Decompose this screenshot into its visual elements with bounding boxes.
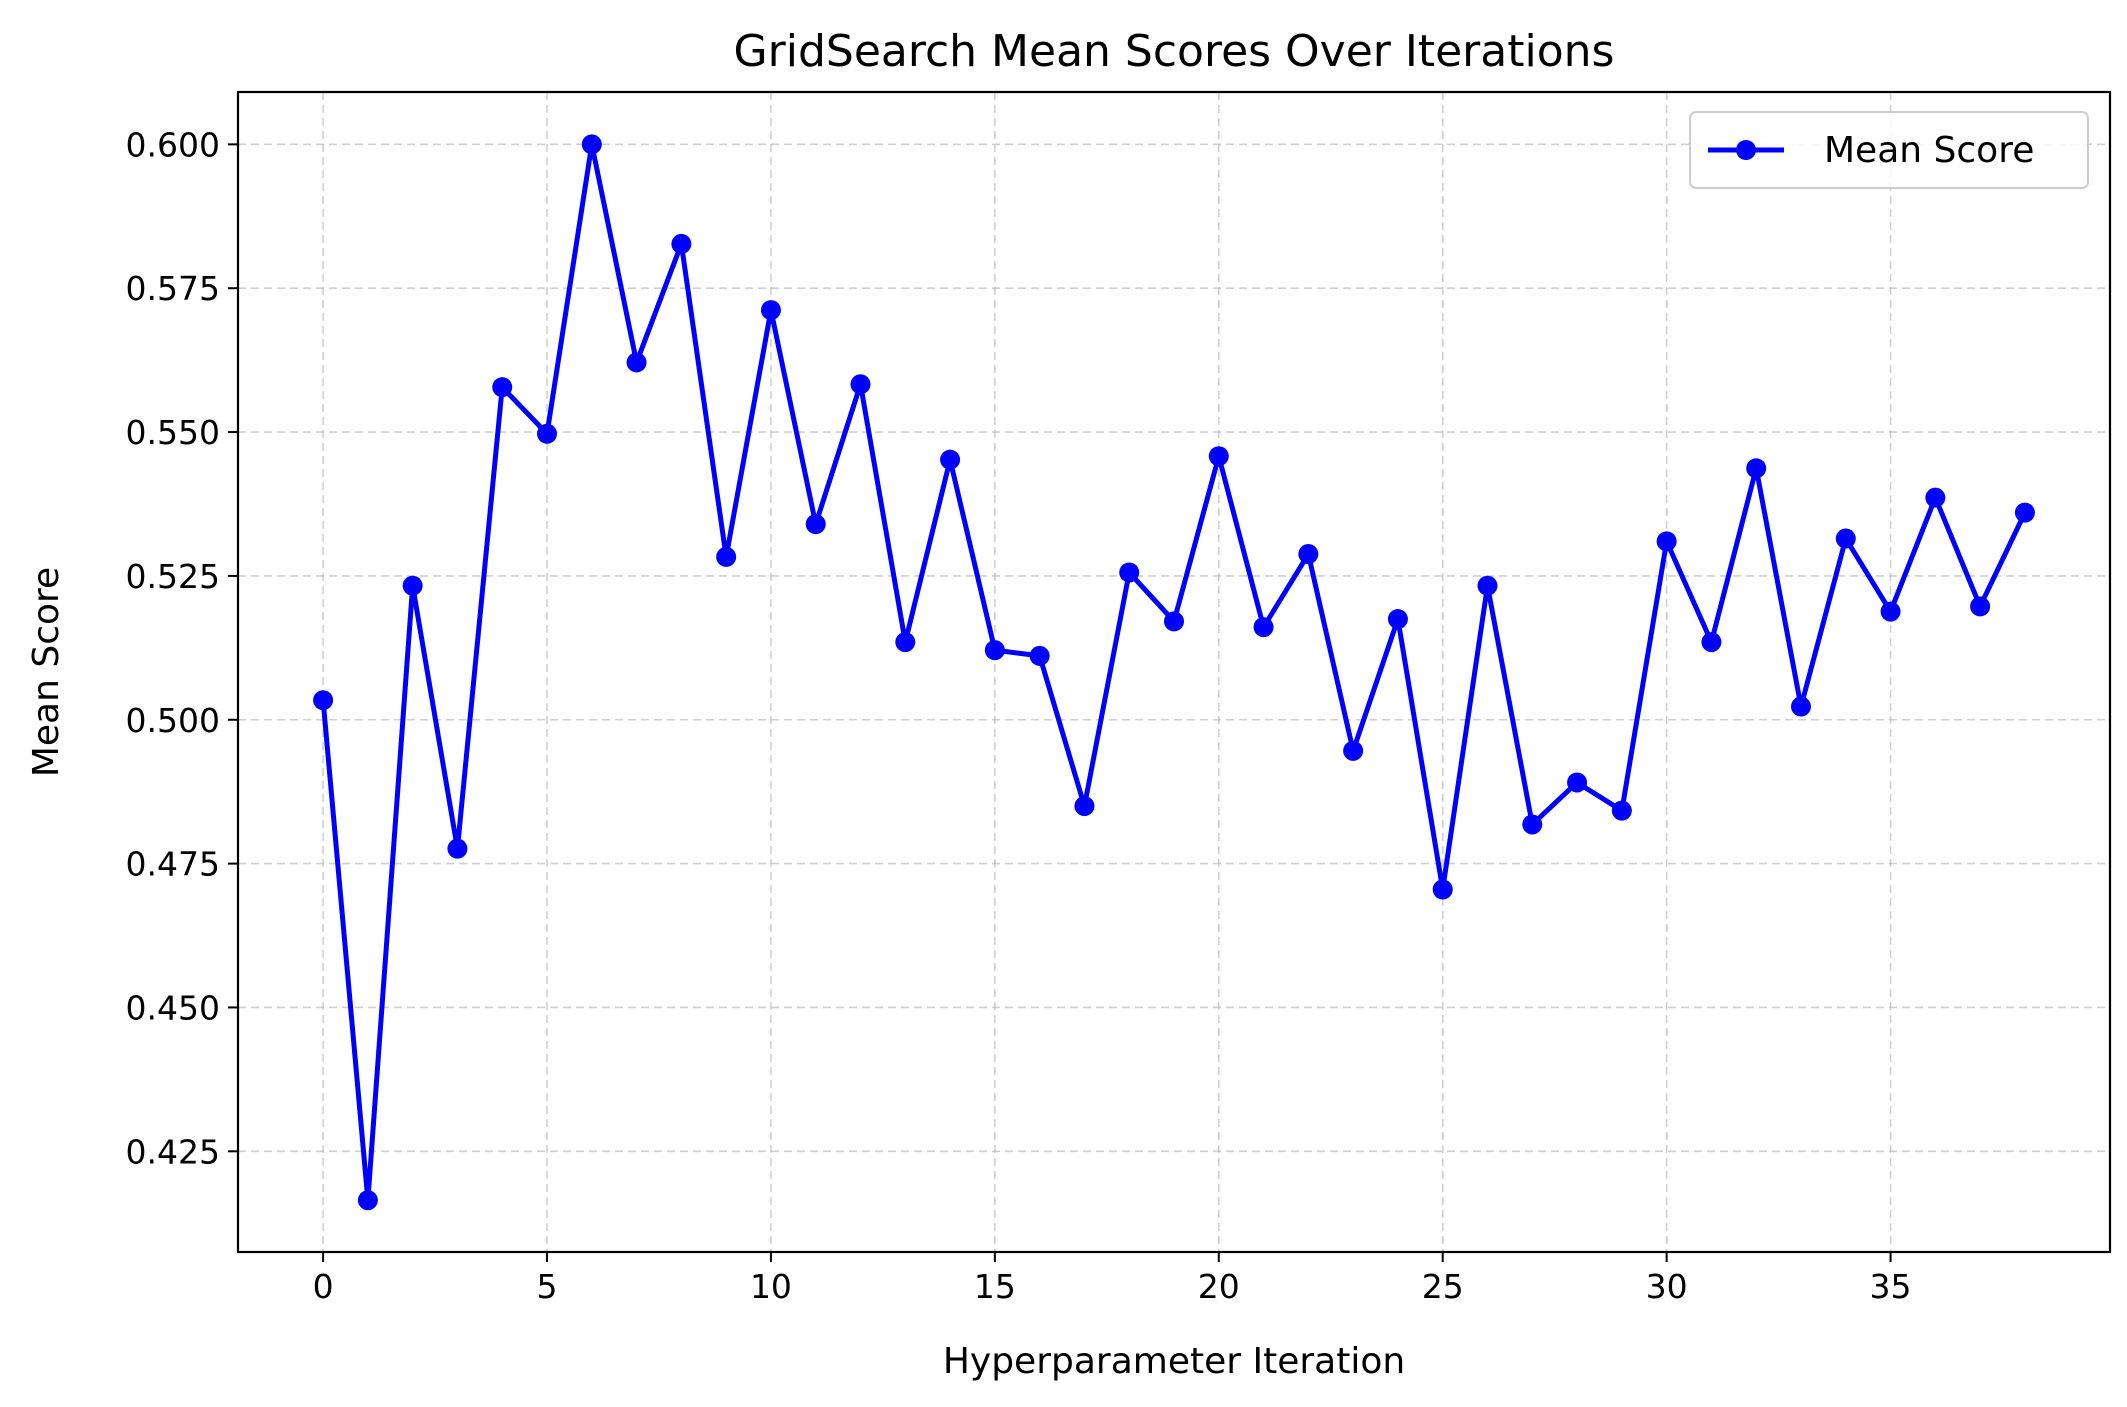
data-point (1567, 772, 1588, 793)
legend-label: Mean Score (1824, 130, 2034, 171)
x-tick-label: 35 (1870, 1267, 1912, 1306)
data-point (2014, 502, 2035, 523)
x-tick-label: 10 (750, 1267, 792, 1306)
data-point (1970, 596, 1991, 617)
data-point (1611, 800, 1632, 821)
y-tick-label: 0.425 (126, 1132, 220, 1171)
data-point (492, 377, 513, 398)
data-point (984, 640, 1005, 661)
y-tick-label: 0.525 (126, 557, 220, 596)
data-point (1925, 487, 1946, 508)
legend-marker-swatch (1736, 140, 1756, 160)
x-tick-label: 25 (1422, 1267, 1464, 1306)
data-point (1298, 544, 1319, 565)
legend-box (1689, 111, 2089, 189)
data-point (716, 546, 737, 567)
data-point (1343, 740, 1364, 761)
data-point (447, 838, 468, 859)
data-point (1746, 458, 1767, 479)
y-tick-label: 0.475 (126, 845, 220, 884)
data-point (313, 690, 334, 711)
data-point (1432, 879, 1453, 900)
x-tick-label: 30 (1646, 1267, 1688, 1306)
data-point (671, 233, 692, 254)
data-point (760, 300, 781, 321)
x-tick-label: 0 (313, 1267, 334, 1306)
data-point (1477, 575, 1498, 596)
data-point (1119, 562, 1140, 583)
chart-title: GridSearch Mean Scores Over Iterations (734, 26, 1615, 77)
data-point (626, 352, 647, 373)
plot-frame (236, 90, 2112, 1254)
y-tick-label: 0.450 (126, 988, 220, 1027)
data-point (1701, 632, 1722, 653)
data-point (1656, 531, 1677, 552)
data-point (581, 134, 602, 155)
data-point (402, 575, 423, 596)
data-point (1880, 601, 1901, 622)
data-point (1790, 696, 1811, 717)
tick-layer: 0 5 10 15 20 25 30 35 0.425 0.450 0.475 0.500 0.525 0… (126, 125, 1912, 1306)
series-line-0 (320, 141, 2028, 1203)
x-tick-label: 5 (537, 1267, 558, 1306)
data-point (1253, 617, 1274, 638)
data-point (1029, 645, 1050, 666)
data-point (940, 449, 961, 470)
y-tick-label: 0.500 (126, 701, 220, 740)
legend: Mean Score (1689, 111, 2089, 189)
x-tick-label: 20 (1198, 1267, 1240, 1306)
y-tick-label: 0.575 (126, 269, 220, 308)
y-axis-label: Mean Score (26, 567, 67, 777)
data-point (1522, 814, 1543, 835)
data-point (1208, 446, 1229, 467)
data-point (1387, 609, 1408, 630)
data-point (1835, 528, 1856, 549)
data-point (850, 374, 871, 395)
y-tick-label: 0.550 (126, 413, 220, 452)
y-tick-label: 0.600 (126, 125, 220, 164)
data-point (1074, 796, 1095, 817)
data-point (1164, 611, 1184, 632)
data-point (805, 514, 826, 535)
data-point (357, 1190, 378, 1211)
series-layer (313, 134, 2035, 1211)
grid-layer (238, 92, 2110, 1252)
x-tick-label: 15 (974, 1267, 1016, 1306)
data-point (895, 632, 916, 653)
data-point (537, 423, 558, 444)
x-axis-label: Hyperparameter Iteration (943, 1341, 1405, 1382)
